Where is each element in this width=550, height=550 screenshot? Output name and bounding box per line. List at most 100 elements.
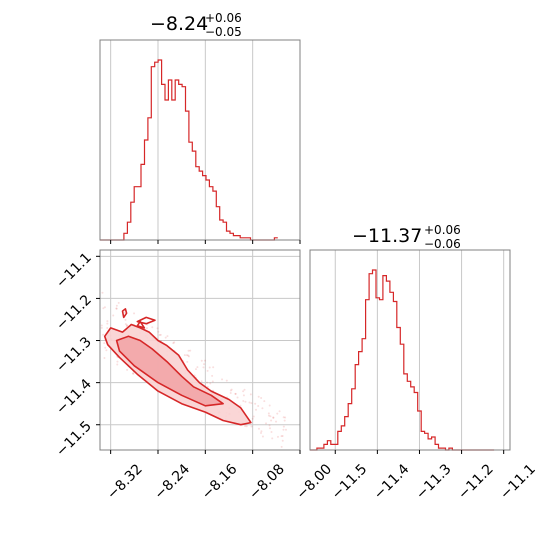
- sample-point: [225, 379, 228, 382]
- sample-point: [203, 363, 206, 366]
- sample-point: [116, 360, 119, 363]
- param2-histogram-steps: [310, 269, 495, 451]
- sample-point: [268, 424, 271, 427]
- sample-point: [249, 393, 252, 396]
- sample-point: [103, 306, 106, 309]
- sample-point: [284, 416, 287, 419]
- sample-point: [236, 396, 239, 399]
- sample-point: [187, 349, 190, 352]
- param1-histogram-frame: [99, 39, 301, 241]
- sample-point: [172, 342, 175, 345]
- sample-point: [270, 419, 273, 422]
- sample-point: [185, 354, 188, 357]
- sample-point: [283, 419, 286, 422]
- sample-point: [115, 307, 118, 310]
- sample-point: [206, 381, 209, 384]
- sample-point: [117, 301, 120, 304]
- sample-point: [124, 318, 127, 321]
- sample-point: [268, 404, 271, 407]
- sample-point: [101, 291, 104, 294]
- sample-point: [281, 434, 284, 437]
- sample-point: [221, 378, 224, 381]
- x-tick-label: −11.2: [455, 461, 497, 503]
- x-tick-label: −8.32: [104, 461, 146, 503]
- sample-point: [164, 336, 167, 339]
- contour-island: [136, 316, 156, 325]
- sample-point: [156, 327, 159, 330]
- x-tick-label: −11.1: [497, 461, 539, 503]
- x-tick-label: −8.00: [294, 461, 336, 503]
- sample-point: [242, 399, 245, 402]
- sample-point: [159, 333, 162, 336]
- sample-point: [126, 324, 129, 327]
- param2-title-minus: −0.06: [424, 237, 461, 251]
- sample-point: [196, 366, 199, 369]
- y-tick-label: −11.3: [53, 334, 95, 376]
- sample-point: [242, 394, 245, 397]
- sample-point: [282, 425, 285, 428]
- sample-point: [158, 333, 161, 336]
- param1-histogram-panel: [99, 39, 301, 244]
- param2-histogram-panel: −11.5 −11.4 −11.3 −11.2 −11.1: [309, 249, 539, 503]
- x-tick-label: −11.5: [329, 461, 371, 503]
- sample-point: [106, 320, 109, 323]
- param1-histogram-steps: [100, 59, 278, 241]
- sample-point: [209, 382, 212, 385]
- sample-point: [189, 349, 192, 352]
- sample-point: [100, 326, 103, 329]
- sample-point: [248, 401, 251, 404]
- sample-point: [211, 380, 214, 383]
- sample-point: [250, 425, 253, 428]
- sample-point: [103, 357, 106, 360]
- sample-point: [261, 407, 264, 410]
- sample-point: [252, 415, 255, 418]
- sample-point: [281, 439, 284, 442]
- param2-histogram-frame: [309, 249, 511, 451]
- sample-point: [186, 360, 189, 363]
- param2-title-plus: +0.06: [424, 223, 461, 237]
- sample-point: [112, 314, 115, 317]
- sample-point: [106, 322, 109, 325]
- param2-median: −11.37: [352, 225, 422, 247]
- sample-point: [132, 372, 135, 375]
- sample-point: [131, 372, 134, 375]
- sample-point: [230, 388, 233, 391]
- joint-frame: [99, 249, 301, 451]
- sample-point: [229, 389, 232, 392]
- sample-point: [263, 400, 266, 403]
- param2-title: −11.37: [352, 225, 422, 247]
- sample-point: [115, 304, 118, 307]
- sample-point: [265, 422, 268, 425]
- sample-point: [116, 363, 119, 366]
- sample-point: [272, 416, 275, 419]
- sample-point: [244, 425, 247, 428]
- sample-point: [208, 366, 211, 369]
- sample-point: [284, 428, 287, 431]
- x-tick-label: −11.3: [413, 461, 455, 503]
- param1-median: −8.24: [150, 13, 208, 35]
- sample-point: [133, 312, 136, 315]
- sample-point: [203, 359, 206, 362]
- sample-point: [187, 354, 190, 357]
- sample-point: [260, 396, 263, 399]
- sample-point: [280, 435, 283, 438]
- sample-point: [234, 392, 237, 395]
- x-tick-label: −11.4: [371, 461, 413, 503]
- sample-point: [157, 330, 160, 333]
- sample-point: [275, 420, 278, 423]
- sample-point: [123, 311, 126, 314]
- sample-point: [257, 427, 260, 430]
- contour-island: [136, 320, 146, 329]
- sample-point: [200, 380, 203, 383]
- sample-point: [254, 408, 257, 411]
- sample-point: [251, 417, 254, 420]
- sample-point: [260, 432, 263, 435]
- sample-point: [245, 425, 248, 428]
- x-tick-label: −8.16: [199, 461, 241, 503]
- sample-point: [126, 368, 129, 371]
- sample-point: [151, 326, 154, 329]
- sample-point: [195, 368, 198, 371]
- sample-point: [105, 349, 108, 352]
- sample-point: [187, 355, 190, 358]
